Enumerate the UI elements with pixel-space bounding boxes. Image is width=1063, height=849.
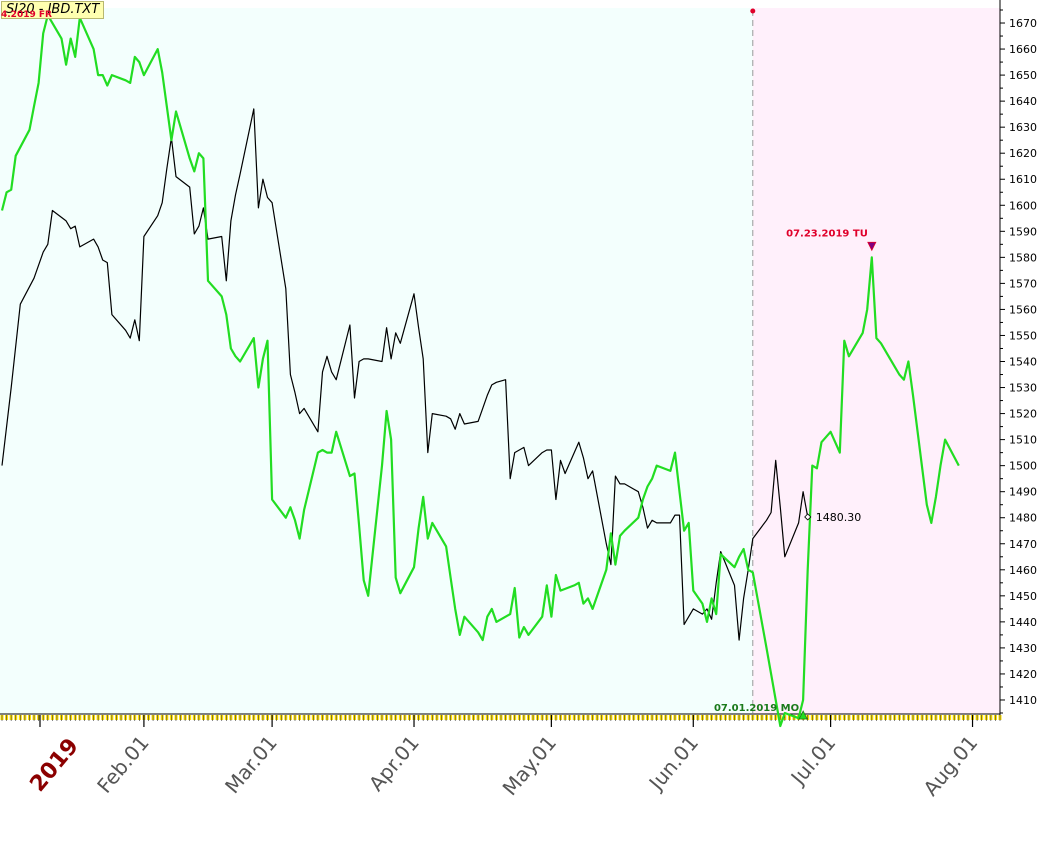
y-tick-label: 1540: [1009, 356, 1037, 369]
y-tick-label: 1530: [1009, 382, 1037, 395]
series-layer: [0, 14, 960, 728]
y-tick-label: 1630: [1009, 121, 1037, 134]
y-tick-label: 1430: [1009, 642, 1037, 655]
y-tick-label: 1660: [1009, 43, 1037, 56]
y-tick-label: 1490: [1009, 486, 1037, 499]
projection-background: [752, 8, 1000, 714]
x-month-label: Jun.01: [643, 731, 703, 796]
y-tick-label: 1640: [1009, 95, 1037, 108]
peak-annotation: 07.23.2019 TU: [786, 228, 868, 239]
y-tick-label: 1650: [1009, 69, 1037, 82]
x-month-label: Apr.01: [364, 731, 424, 796]
y-tick-label: 1590: [1009, 225, 1037, 238]
y-tick-label: 1610: [1009, 173, 1037, 186]
x-month-label: Jul.01: [785, 731, 841, 791]
last-price-label: 1480.30: [816, 511, 862, 524]
series-line-2: [0, 14, 960, 728]
y-tick-label: 1670: [1009, 17, 1037, 30]
y-tick-label: 1460: [1009, 564, 1037, 577]
y-tick-label: 1450: [1009, 590, 1037, 603]
annotation-layer: 07.23.2019 TU 07.01.2019 MO 1480.30: [49, 8, 877, 720]
y-tick-label: 1600: [1009, 199, 1037, 212]
x-month-label: May.01: [498, 731, 562, 800]
y-tick-label: 1480: [1009, 512, 1037, 525]
y-tick-label: 1560: [1009, 303, 1037, 316]
y-tick-label: 1570: [1009, 277, 1037, 290]
trough-annotation: 07.01.2019 MO: [714, 703, 799, 714]
y-tick-label: 1440: [1009, 616, 1037, 629]
y-tick-label: 1550: [1009, 329, 1037, 342]
y-axis: 1410 1420 1430 1440 1450 1460 1470 1480 1490 1500…: [999, 0, 1037, 715]
y-tick-label: 1470: [1009, 538, 1037, 551]
x-year-label: 2019: [25, 734, 84, 797]
series-line-1: [1, 108, 809, 641]
y-tick-label: 1580: [1009, 251, 1037, 264]
trough-marker: [798, 710, 808, 720]
x-month-label: Mar.01: [220, 731, 282, 798]
x-month-label: Feb.01: [92, 731, 154, 798]
y-tick-label: 1620: [1009, 147, 1037, 160]
last-price-marker: [804, 513, 812, 521]
peak-marker: [867, 241, 877, 252]
top-marker: [750, 8, 756, 14]
x-axis: 2019 Feb.01 Mar.01 Apr.01 May.01 Jun.01 Jul.01…: [0, 713, 1002, 801]
y-tick-label: 1510: [1009, 434, 1037, 447]
y-tick-label: 1420: [1009, 668, 1037, 681]
y-tick-label: 1500: [1009, 460, 1037, 473]
chart-title: SI20 - IBD.TXT: [1, 1, 105, 19]
chart-subtitle: 4.2019 FR: [1, 10, 52, 20]
y-tick-label: 1520: [1009, 408, 1037, 421]
x-month-label: Aug.01: [918, 731, 982, 801]
y-tick-label: 1410: [1009, 694, 1037, 707]
